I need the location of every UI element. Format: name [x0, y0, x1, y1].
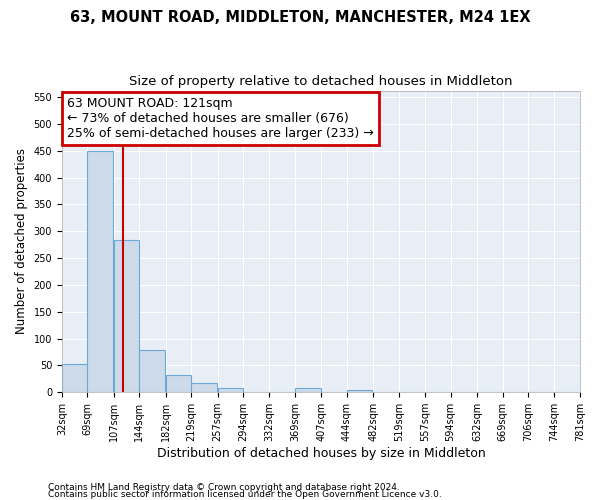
Text: Contains HM Land Registry data © Crown copyright and database right 2024.: Contains HM Land Registry data © Crown c… — [48, 484, 400, 492]
Bar — [347, 390, 373, 392]
Bar — [88, 150, 113, 392]
Bar — [295, 388, 320, 392]
Bar — [62, 364, 88, 392]
Text: 63, MOUNT ROAD, MIDDLETON, MANCHESTER, M24 1EX: 63, MOUNT ROAD, MIDDLETON, MANCHESTER, M… — [70, 10, 530, 25]
Bar — [218, 388, 243, 392]
Title: Size of property relative to detached houses in Middleton: Size of property relative to detached ho… — [129, 75, 513, 88]
Bar — [166, 375, 191, 392]
Text: 63 MOUNT ROAD: 121sqm
← 73% of detached houses are smaller (676)
25% of semi-det: 63 MOUNT ROAD: 121sqm ← 73% of detached … — [67, 96, 374, 140]
X-axis label: Distribution of detached houses by size in Middleton: Distribution of detached houses by size … — [157, 447, 485, 460]
Y-axis label: Number of detached properties: Number of detached properties — [15, 148, 28, 334]
Bar — [114, 240, 139, 392]
Bar — [191, 383, 217, 392]
Bar — [139, 350, 165, 392]
Text: Contains public sector information licensed under the Open Government Licence v3: Contains public sector information licen… — [48, 490, 442, 499]
